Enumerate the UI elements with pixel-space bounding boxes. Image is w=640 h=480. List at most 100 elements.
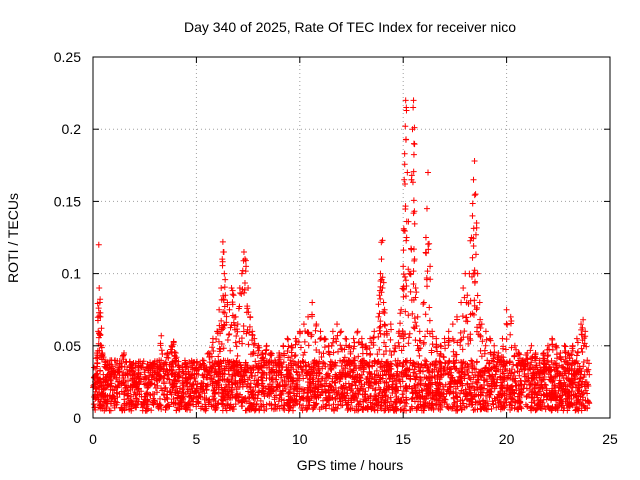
data-point	[216, 306, 223, 313]
data-point	[243, 263, 250, 270]
data-point	[203, 395, 210, 402]
data-point	[407, 271, 414, 278]
data-point	[435, 405, 442, 412]
data-point	[327, 382, 334, 389]
data-point	[474, 270, 481, 277]
data-point	[376, 384, 383, 391]
data-point	[563, 395, 570, 402]
data-point	[343, 384, 350, 391]
data-point	[366, 351, 373, 358]
data-point	[401, 176, 408, 183]
data-point	[480, 400, 487, 407]
data-point	[355, 353, 362, 360]
data-point	[400, 359, 407, 366]
data-point	[95, 305, 102, 312]
data-point	[410, 268, 417, 275]
data-point	[183, 371, 190, 378]
data-point	[523, 393, 530, 400]
data-point	[508, 395, 515, 402]
data-point	[230, 319, 237, 326]
data-point	[547, 366, 554, 373]
data-point	[119, 406, 126, 413]
data-point	[315, 384, 322, 391]
data-point	[288, 349, 295, 356]
data-point	[424, 390, 431, 397]
data-point	[427, 263, 434, 270]
data-point	[405, 312, 412, 319]
data-point	[133, 395, 140, 402]
data-point	[144, 396, 151, 403]
data-point	[199, 357, 206, 364]
data-point	[476, 369, 483, 376]
data-point	[425, 241, 432, 248]
data-point	[382, 399, 389, 406]
data-point	[482, 392, 489, 399]
data-point	[373, 396, 380, 403]
data-point	[285, 362, 292, 369]
data-point	[138, 388, 145, 395]
data-point	[347, 395, 354, 402]
data-point	[546, 376, 553, 383]
data-point	[504, 382, 511, 389]
data-point	[155, 403, 162, 410]
data-point	[195, 400, 202, 407]
data-point	[317, 334, 324, 341]
data-point	[333, 372, 340, 379]
data-point	[210, 387, 217, 394]
data-point	[393, 380, 400, 387]
data-point	[505, 374, 512, 381]
data-point	[367, 335, 374, 342]
data-point	[222, 357, 229, 364]
data-point	[246, 405, 253, 412]
data-point	[374, 351, 381, 358]
data-point	[151, 381, 158, 388]
data-point	[470, 235, 477, 242]
data-point	[585, 382, 592, 389]
data-point	[473, 306, 480, 313]
data-point	[397, 310, 404, 317]
data-point	[578, 345, 585, 352]
data-point	[217, 330, 224, 337]
data-point	[229, 291, 236, 298]
data-point	[179, 368, 186, 375]
data-point	[341, 354, 348, 361]
data-point	[344, 369, 351, 376]
data-point	[580, 373, 587, 380]
data-point	[426, 317, 433, 324]
data-point	[342, 335, 349, 342]
data-point	[506, 367, 513, 374]
data-point	[292, 341, 299, 348]
data-point	[233, 326, 240, 333]
data-point	[551, 394, 558, 401]
data-point	[250, 350, 257, 357]
data-point	[232, 395, 239, 402]
data-point	[221, 284, 228, 291]
data-point	[143, 390, 150, 397]
data-point	[425, 404, 432, 411]
data-point	[411, 315, 418, 322]
data-point	[314, 367, 321, 374]
data-point	[438, 366, 445, 373]
data-point	[415, 404, 422, 411]
data-point	[362, 391, 368, 398]
data-point	[260, 403, 267, 410]
data-point	[469, 212, 476, 219]
data-point	[472, 406, 479, 413]
data-point	[170, 396, 177, 403]
data-point	[556, 362, 563, 369]
data-point	[402, 203, 409, 210]
data-point	[524, 377, 531, 384]
data-point	[215, 389, 222, 396]
data-point	[486, 360, 493, 367]
data-point	[410, 324, 417, 331]
data-point	[353, 403, 360, 410]
data-point	[580, 358, 587, 365]
data-point	[171, 380, 178, 387]
data-point	[460, 358, 467, 365]
data-point	[156, 401, 163, 408]
data-point	[158, 364, 165, 371]
data-point	[549, 346, 556, 353]
data-point	[329, 328, 336, 335]
data-point	[230, 363, 237, 370]
data-point	[552, 343, 559, 350]
